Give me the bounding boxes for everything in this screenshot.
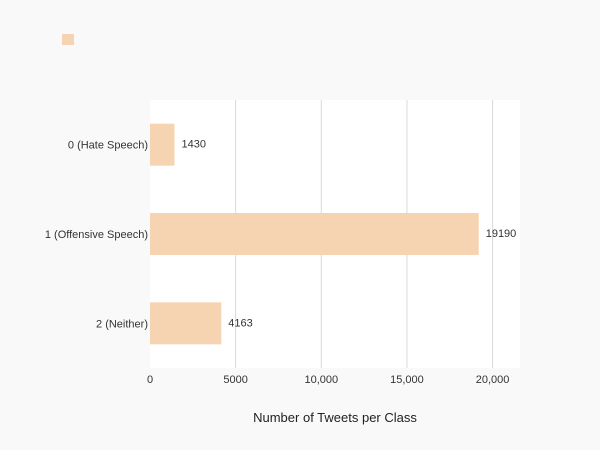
data-label: 19190 bbox=[486, 228, 517, 240]
data-label: 4163 bbox=[228, 317, 252, 329]
category-label: 1 (Offensive Speech) bbox=[45, 229, 148, 241]
x-axis-title: Number of Tweets per Class bbox=[253, 410, 417, 425]
x-tick-label: 20,000 bbox=[476, 374, 510, 386]
legend-swatch bbox=[62, 34, 74, 45]
x-tick-label: 10,000 bbox=[304, 374, 338, 386]
x-tick-label: 0 bbox=[147, 374, 153, 386]
category-label: 0 (Hate Speech) bbox=[68, 140, 148, 152]
category-label: 2 (Neither) bbox=[96, 318, 148, 330]
bar bbox=[150, 213, 479, 255]
bar bbox=[150, 123, 175, 166]
x-tick-label: 15,000 bbox=[390, 374, 424, 386]
x-tick-label: 5000 bbox=[223, 374, 247, 386]
data-label: 1430 bbox=[181, 139, 205, 151]
bar bbox=[150, 302, 222, 345]
